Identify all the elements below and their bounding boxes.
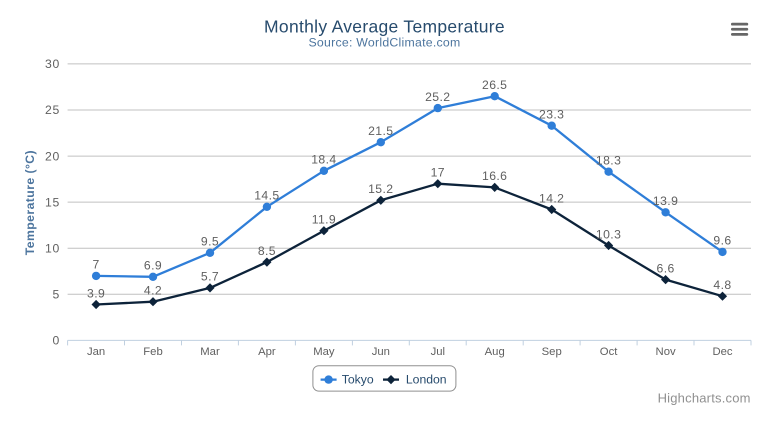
svg-text:10.3: 10.3 xyxy=(596,227,621,241)
svg-text:30: 30 xyxy=(45,57,60,71)
svg-text:London: London xyxy=(406,373,447,387)
svg-text:15: 15 xyxy=(45,195,60,209)
svg-text:4.2: 4.2 xyxy=(144,284,162,298)
svg-text:Apr: Apr xyxy=(258,346,276,358)
svg-text:20: 20 xyxy=(45,149,60,163)
svg-text:10: 10 xyxy=(45,241,60,255)
svg-text:Feb: Feb xyxy=(143,346,162,358)
svg-text:Sep: Sep xyxy=(542,346,562,358)
svg-text:17: 17 xyxy=(431,166,445,180)
svg-text:Highcharts.com: Highcharts.com xyxy=(658,391,751,406)
svg-text:4.8: 4.8 xyxy=(713,278,731,292)
svg-text:Tokyo: Tokyo xyxy=(342,373,374,387)
svg-text:25: 25 xyxy=(45,103,60,117)
svg-text:7: 7 xyxy=(93,258,100,272)
svg-text:Oct: Oct xyxy=(600,346,618,358)
svg-text:6.9: 6.9 xyxy=(144,259,162,273)
svg-text:Jul: Jul xyxy=(431,346,445,358)
svg-text:21.5: 21.5 xyxy=(368,124,393,138)
svg-text:15.2: 15.2 xyxy=(368,182,393,196)
svg-text:23.3: 23.3 xyxy=(539,108,564,122)
svg-text:5: 5 xyxy=(52,288,60,302)
svg-text:5.7: 5.7 xyxy=(201,270,219,284)
svg-text:Nov: Nov xyxy=(656,346,676,358)
svg-text:Jun: Jun xyxy=(372,346,390,358)
svg-text:18.4: 18.4 xyxy=(311,153,336,167)
svg-text:0: 0 xyxy=(52,334,60,348)
svg-text:14.5: 14.5 xyxy=(254,189,279,203)
svg-text:Mar: Mar xyxy=(200,346,220,358)
svg-text:13.9: 13.9 xyxy=(653,194,678,208)
svg-text:11.9: 11.9 xyxy=(312,213,336,227)
svg-text:6.6: 6.6 xyxy=(657,261,675,275)
svg-text:May: May xyxy=(313,346,335,358)
svg-text:Dec: Dec xyxy=(712,346,732,358)
svg-text:16.6: 16.6 xyxy=(482,169,507,183)
svg-text:9.6: 9.6 xyxy=(713,234,731,248)
svg-text:14.2: 14.2 xyxy=(539,191,564,205)
svg-text:3.9: 3.9 xyxy=(87,286,105,300)
svg-text:8.5: 8.5 xyxy=(258,244,276,258)
svg-text:Monthly Average Temperature: Monthly Average Temperature xyxy=(264,17,505,37)
svg-text:Jan: Jan xyxy=(87,346,105,358)
svg-text:18.3: 18.3 xyxy=(596,154,621,168)
svg-text:26.5: 26.5 xyxy=(482,78,507,92)
svg-text:Temperature (°C): Temperature (°C) xyxy=(23,150,37,255)
svg-text:9.5: 9.5 xyxy=(201,235,219,249)
svg-text:Aug: Aug xyxy=(485,346,505,358)
svg-text:Source: WorldClimate.com: Source: WorldClimate.com xyxy=(308,36,460,50)
svg-text:25.2: 25.2 xyxy=(425,90,450,104)
